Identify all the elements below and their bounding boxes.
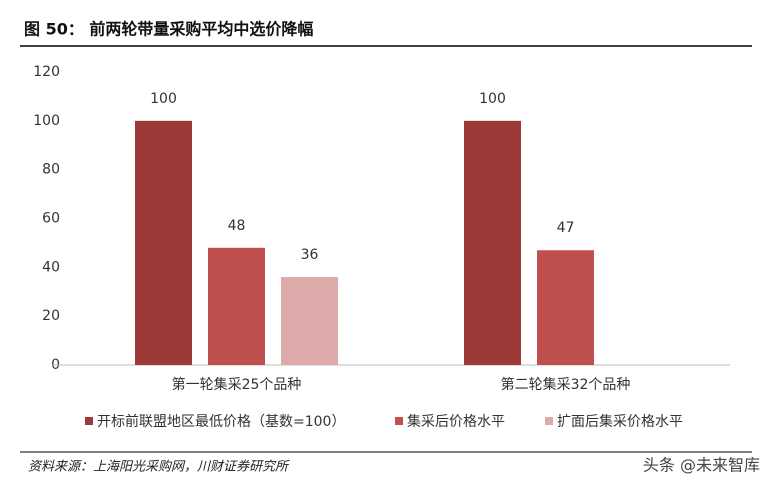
value-label: 48 bbox=[228, 218, 246, 234]
y-tick-label: 80 bbox=[42, 162, 60, 178]
bar bbox=[464, 120, 521, 365]
y-tick-label: 60 bbox=[42, 211, 60, 227]
value-label: 36 bbox=[301, 247, 319, 263]
y-tick-label: 100 bbox=[33, 113, 60, 129]
bar bbox=[135, 120, 192, 365]
source: 资料来源：上海阳光采购网，川财证券研究所 bbox=[28, 459, 290, 475]
legend-swatch bbox=[85, 417, 93, 425]
x-tick-label: 第一轮集采25个品种 bbox=[172, 376, 302, 393]
watermark: 头条 @未来智库 bbox=[643, 456, 760, 475]
chart-title: 图 50： 前两轮带量采购平均中选价降幅 bbox=[24, 20, 313, 39]
legend-label: 开标前联盟地区最低价格（基数=100） bbox=[97, 413, 345, 430]
y-tick-label: 120 bbox=[33, 64, 60, 80]
value-label: 100 bbox=[150, 91, 177, 107]
bar bbox=[208, 247, 265, 365]
legend-swatch bbox=[395, 417, 403, 425]
x-tick-label: 第二轮集采32个品种 bbox=[501, 376, 631, 393]
legend-label: 扩面后集采价格水平 bbox=[557, 413, 683, 430]
legend-label: 集采后价格水平 bbox=[407, 413, 505, 430]
value-label: 47 bbox=[557, 220, 575, 236]
bar bbox=[537, 250, 594, 365]
y-tick-label: 40 bbox=[42, 259, 60, 275]
value-label: 100 bbox=[479, 91, 506, 107]
y-tick-label: 20 bbox=[42, 308, 60, 324]
bar bbox=[281, 277, 338, 365]
legend-swatch bbox=[545, 417, 553, 425]
